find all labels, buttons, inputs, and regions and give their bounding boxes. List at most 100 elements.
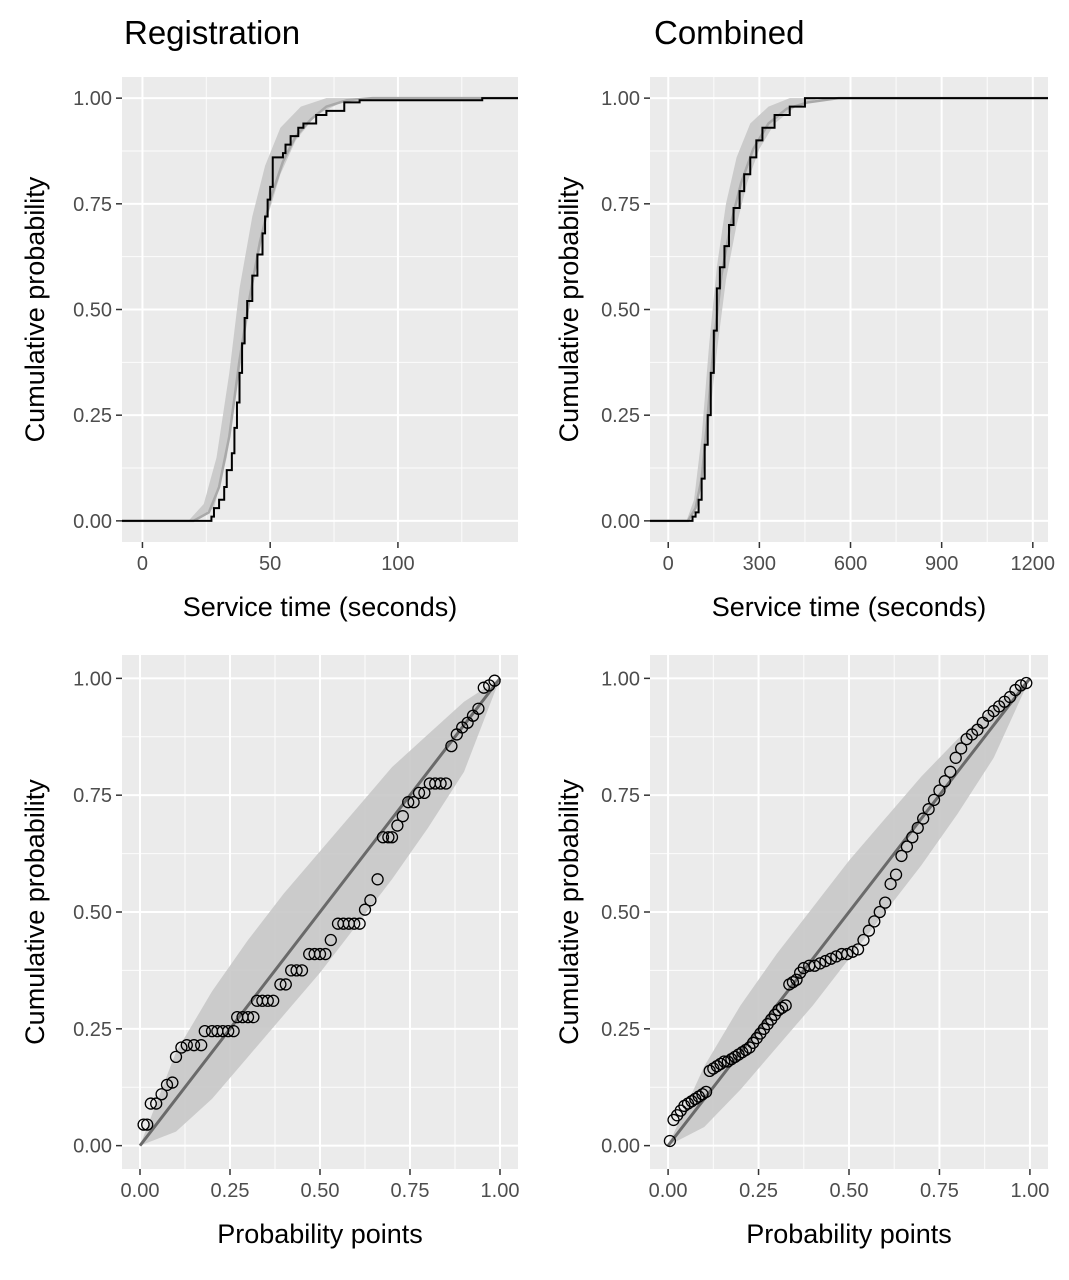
data-point: [160, 1078, 174, 1092]
data-point: [358, 903, 372, 916]
y-tick-label: 0.75: [73, 785, 112, 807]
y-tick-label: 0.50: [73, 300, 112, 322]
y-tick-label: 0.50: [601, 902, 640, 924]
data-point: [364, 894, 377, 907]
y-tick-label: 1.00: [73, 668, 112, 690]
data-point: [407, 796, 420, 809]
data-point: [857, 933, 870, 947]
data-point: [412, 786, 426, 799]
data-point: [846, 945, 859, 958]
x-tick-label: 0.25: [739, 1180, 778, 1202]
data-point: [786, 975, 800, 989]
data-point: [279, 978, 292, 991]
data-point: [348, 917, 361, 930]
data-point: [402, 796, 415, 809]
plot-area: [663, 676, 1033, 1148]
data-point: [790, 973, 803, 986]
x-tick-label: 0.50: [830, 1180, 869, 1202]
fitted-line: [666, 677, 1032, 1147]
data-point: [824, 952, 838, 965]
data-point: [247, 1010, 260, 1024]
data-point: [175, 1041, 188, 1054]
data-point: [696, 1088, 709, 1101]
data-point: [195, 1039, 208, 1052]
data-point: [313, 947, 327, 961]
x-tick-label: 1.00: [481, 1180, 520, 1202]
panel-registration-cdf: Registration 0 50 100 0.00 0.25 0.50 0.75 1.00 S…: [0, 0, 534, 640]
y-tick-label: 0.25: [73, 1019, 112, 1041]
y-tick-label: 0.00: [73, 1136, 112, 1158]
y-tick-label: 0.50: [73, 902, 112, 924]
data-point: [714, 1057, 727, 1071]
data-point: [779, 999, 792, 1012]
panel-registration-pp: 0.00 0.25 0.50 0.75 1.00 0.00 0.25 0.50 0.75 1.00…: [0, 640, 534, 1280]
data-point: [150, 1097, 163, 1110]
y-axis-label: Cumulative probability: [20, 779, 50, 1045]
data-point: [819, 954, 832, 968]
data-point: [371, 873, 384, 886]
data-point: [180, 1039, 193, 1052]
x-tick-label: 0.00: [649, 1180, 688, 1202]
data-point: [895, 849, 908, 863]
panel-combined-cdf: Combined 0 300 600 900 1200 0.00 0.25 0.50 0.75 1…: [534, 0, 1069, 640]
data-point: [906, 831, 919, 844]
data-point: [155, 1088, 168, 1101]
x-tick-label: 0: [137, 553, 148, 575]
plot-area: [650, 96, 1048, 523]
x-tick-label: 100: [381, 553, 414, 575]
x-axis-label: Probability points: [217, 1219, 423, 1249]
confidence-band: [686, 98, 821, 521]
y-tick-label: 0.00: [73, 511, 112, 533]
data-point: [198, 1025, 211, 1038]
data-point: [663, 1134, 677, 1148]
data-point: [884, 877, 897, 891]
chart-combined-cdf: 0 300 600 900 1200 0.00 0.25 0.50 0.75 1.00 Servic…: [554, 77, 1055, 622]
y-tick-label: 0.00: [601, 1136, 640, 1158]
x-tick-label: 900: [925, 553, 958, 575]
y-tick-label: 0.25: [601, 405, 640, 427]
data-point: [955, 742, 968, 755]
data-point: [324, 933, 337, 947]
data-point: [319, 947, 332, 961]
data-point: [222, 1025, 235, 1038]
data-point: [1020, 676, 1033, 690]
fitted-line: [138, 677, 502, 1147]
x-tick-label: 50: [259, 553, 281, 575]
data-point: [917, 812, 930, 825]
y-tick-label: 1.00: [601, 88, 640, 110]
data-point: [295, 964, 309, 977]
data-point: [261, 994, 274, 1007]
y-tick-label: 0.00: [601, 511, 640, 533]
data-point: [477, 681, 490, 694]
y-tick-label: 0.75: [601, 194, 640, 216]
data-point: [900, 840, 914, 853]
y-axis-label: Cumulative probability: [554, 779, 584, 1045]
data-point: [445, 739, 458, 753]
data-point: [418, 786, 431, 799]
data-point: [227, 1025, 240, 1038]
x-axis-label: Service time (seconds): [183, 592, 458, 622]
data-point: [911, 821, 924, 835]
data-point: [376, 831, 390, 844]
data-point: [141, 1118, 154, 1131]
data-point: [949, 751, 962, 764]
data-point: [488, 674, 501, 687]
empirical-cdf-line: [650, 97, 1048, 522]
plot-area: [122, 96, 518, 523]
data-point: [927, 793, 941, 807]
chart-registration-pp: 0.00 0.25 0.50 0.75 1.00 0.00 0.25 0.50 0.75 1.00…: [20, 655, 520, 1249]
y-tick-label: 0.50: [601, 300, 640, 322]
x-tick-label: 0.00: [121, 1180, 160, 1202]
x-tick-label: 300: [743, 553, 776, 575]
data-point: [385, 831, 399, 844]
data-point: [873, 905, 886, 919]
data-point: [718, 1055, 731, 1068]
data-point: [922, 803, 935, 816]
x-axis-label: Service time (seconds): [712, 592, 987, 622]
data-point: [137, 1118, 150, 1131]
chart-title: Combined: [654, 14, 805, 51]
x-tick-label: 0.75: [391, 1180, 430, 1202]
data-point: [241, 1010, 255, 1024]
data-point: [851, 943, 865, 956]
data-point: [274, 978, 287, 991]
